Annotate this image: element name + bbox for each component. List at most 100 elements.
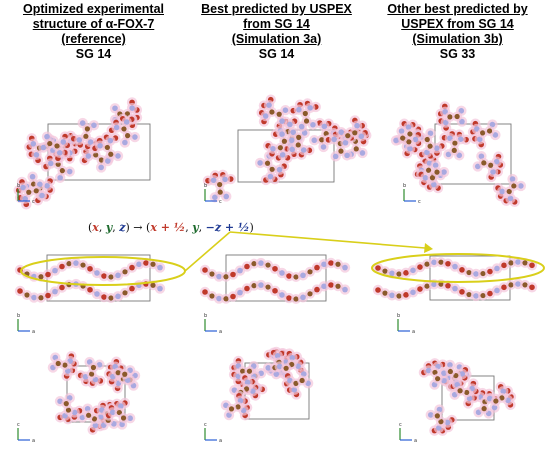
atom-c (90, 364, 97, 371)
atom-c (122, 290, 128, 296)
atom-c (251, 261, 257, 267)
atom-c (209, 271, 215, 277)
molecule (254, 150, 290, 186)
atom-c (302, 110, 308, 117)
atom-n (300, 272, 306, 279)
atom-n (459, 118, 465, 125)
atom-c (396, 293, 402, 299)
atom-n (342, 264, 348, 271)
atom-n (37, 181, 43, 188)
atom-c (108, 295, 114, 301)
atom-n (48, 160, 54, 167)
atom-c (447, 114, 453, 120)
atom-c (481, 406, 487, 412)
axis-label-right: a (219, 329, 222, 335)
atom-o (286, 273, 292, 279)
atom-n (92, 422, 99, 429)
atom-c (83, 133, 89, 139)
atom-n (115, 153, 121, 159)
atom-o (59, 284, 65, 291)
atom-c (319, 137, 325, 143)
atom-n (237, 289, 243, 296)
axis-label-up: b (397, 313, 400, 319)
molecule (89, 132, 124, 167)
axis-label-up: c (399, 422, 402, 428)
atom-n (410, 267, 416, 274)
column-space-group-2: SG 14 (258, 47, 295, 61)
atom-c (396, 271, 402, 277)
column-title-2-line-2: from SG 14 (243, 17, 310, 31)
atom-n (307, 105, 313, 111)
atom-c (235, 404, 241, 410)
atom-c (335, 283, 341, 289)
sym-lhs-y: y (105, 221, 113, 234)
molecule (103, 356, 136, 387)
atom-n (222, 176, 228, 183)
atom-n (320, 144, 327, 150)
atom-n (474, 126, 480, 132)
axis-label-up: b (17, 313, 20, 319)
layer-chain (372, 256, 538, 280)
atom-c (481, 160, 487, 166)
atom-c (434, 413, 440, 419)
atom-n (447, 362, 453, 368)
atom-n (452, 285, 458, 292)
molecule (467, 118, 501, 150)
molecule (106, 113, 141, 148)
atom-c (382, 268, 388, 274)
atom-n (431, 259, 437, 266)
atom-c (38, 274, 44, 280)
atom-c (424, 261, 430, 267)
molecule (418, 358, 450, 390)
sym-rhs-x: x + ½ (150, 221, 186, 234)
molecule (13, 176, 48, 210)
atom-n (311, 137, 318, 144)
atom-c (307, 291, 313, 297)
molecule (202, 169, 236, 203)
atom-o (501, 284, 507, 291)
atom-o (129, 264, 135, 271)
axis-label-right: a (32, 329, 35, 335)
axis-label-up: b (403, 183, 406, 189)
atom-n (427, 412, 434, 418)
atom-o (403, 270, 409, 276)
column-space-group-3: SG 33 (439, 47, 476, 61)
atom-o (101, 273, 107, 279)
atom-c (447, 368, 453, 375)
atom-c (499, 395, 505, 401)
atom-n (456, 152, 463, 159)
atom-n (407, 145, 413, 152)
atom-n (97, 142, 103, 149)
atom-n (441, 169, 447, 175)
column-header-3: Other best predicted by USPEX from SG 14… (366, 2, 549, 62)
atom-c (59, 168, 65, 174)
atom-c (24, 292, 30, 298)
atom-c (293, 274, 299, 280)
atom-c (86, 412, 92, 418)
atom-c (84, 126, 90, 132)
molecule (472, 151, 506, 183)
atom-c (438, 419, 444, 425)
atom-n (412, 136, 419, 143)
column-title-3-line-1: Other best predicted by (387, 2, 528, 16)
atom-n (104, 158, 111, 164)
atom-c (246, 368, 253, 374)
atom-c (93, 152, 99, 158)
atom-n (40, 144, 47, 151)
axis-indicators: b c b c b c b a b a b a c a c a c a (17, 183, 421, 444)
atom-o (101, 294, 107, 300)
atom-n (491, 404, 498, 411)
atom-n (276, 363, 283, 370)
atom-o (244, 285, 250, 292)
molecule (256, 94, 291, 127)
atom-n (321, 261, 327, 268)
atom-c (434, 169, 440, 175)
atom-o (45, 271, 51, 278)
axis-label-up: c (204, 422, 207, 428)
atom-n (44, 133, 50, 140)
atom-c (307, 269, 313, 275)
atom-n (57, 174, 63, 181)
molecule (492, 173, 527, 208)
atom-n (31, 294, 37, 301)
